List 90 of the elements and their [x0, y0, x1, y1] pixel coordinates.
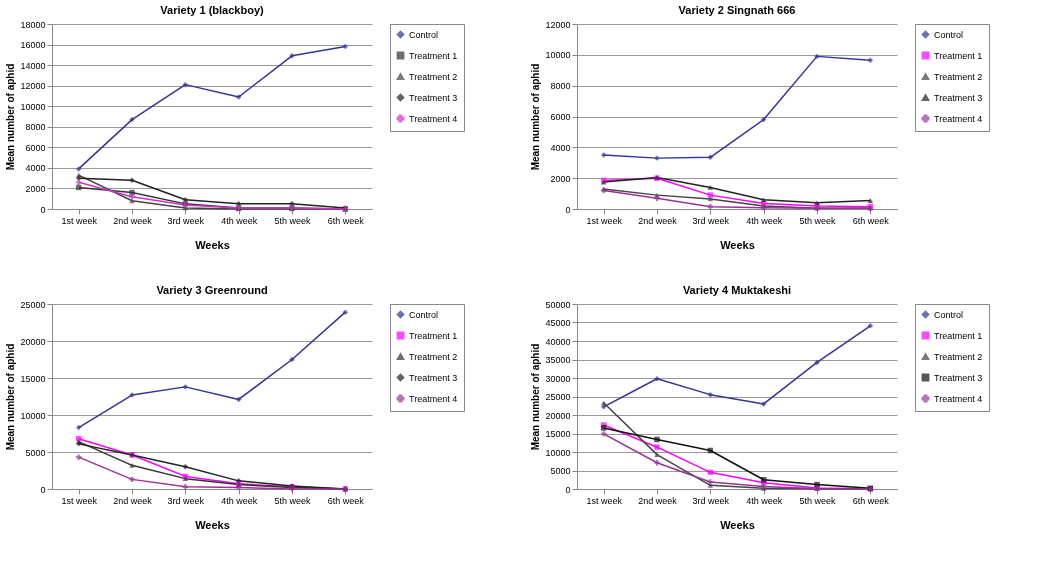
legend-label: Treatment 1 — [409, 50, 458, 61]
y-axis-title: Mean number of aphid — [530, 63, 542, 171]
chart-title: Variety 3 Greenround — [156, 284, 268, 296]
x-tick-label: 1st week — [61, 495, 98, 506]
y-tick-label: 14000 — [20, 60, 46, 71]
y-tick-label: 10000 — [545, 447, 571, 458]
legend-label: Control — [409, 309, 439, 320]
y-tick-label: 25000 — [20, 299, 46, 310]
y-axis-title: Mean number of aphid — [5, 63, 17, 171]
x-axis-title: Weeks — [720, 518, 755, 531]
x-tick-label: 6th week — [327, 215, 365, 226]
y-tick-label: 0 — [565, 204, 571, 215]
x-tick-label: 2nd week — [113, 215, 153, 226]
legend-label: Treatment 4 — [409, 393, 458, 404]
legend-label: Treatment 2 — [409, 351, 458, 362]
x-tick-label: 1st week — [586, 495, 623, 506]
y-tick-label: 40000 — [545, 336, 571, 347]
x-tick-label: 4th week — [221, 495, 258, 506]
chart-title: Variety 1 (blackboy) — [160, 4, 264, 16]
y-tick-label: 35000 — [545, 355, 571, 365]
x-axis-title: Weeks — [195, 238, 230, 251]
y-tick-label: 12000 — [20, 81, 46, 92]
x-tick-label: 3rd week — [692, 215, 730, 226]
y-tick-label: 8000 — [550, 81, 571, 92]
x-tick-label: 2nd week — [113, 495, 153, 506]
y-tick-label: 18000 — [20, 19, 46, 30]
y-tick-label: 8000 — [25, 122, 46, 133]
x-tick-label: 6th week — [852, 215, 890, 226]
legend-label: Treatment 3 — [409, 372, 458, 383]
y-tick-label: 5000 — [25, 447, 46, 458]
y-tick-label: 20000 — [545, 410, 571, 421]
y-axis-title: Mean number of aphid — [530, 343, 542, 451]
y-tick-label: 15000 — [545, 429, 571, 439]
y-tick-label: 10000 — [20, 410, 46, 421]
y-tick-label: 2000 — [25, 183, 46, 194]
chart-title: Variety 4 Muktakeshi — [682, 284, 792, 296]
x-tick-label: 6th week — [327, 495, 365, 506]
legend-label: Control — [409, 29, 439, 40]
y-tick-label: 25000 — [545, 392, 571, 402]
x-tick-label: 4th week — [221, 215, 258, 226]
x-tick-label: 3rd week — [692, 495, 730, 506]
y-tick-label: 30000 — [545, 373, 571, 384]
legend-label: Treatment 3 — [934, 92, 983, 103]
x-tick-label: 2nd week — [638, 495, 678, 506]
x-tick-label: 4th week — [746, 495, 783, 506]
legend-label: Treatment 3 — [934, 372, 983, 383]
legend-label: Treatment 2 — [934, 71, 983, 82]
legend-label: Treatment 1 — [934, 330, 983, 341]
x-tick-label: 5th week — [799, 495, 837, 506]
y-tick-label: 16000 — [20, 40, 46, 51]
y-tick-label: 50000 — [545, 299, 571, 310]
y-tick-label: 4000 — [550, 142, 571, 153]
legend-label: Treatment 2 — [934, 351, 983, 362]
y-tick-label: 20000 — [20, 336, 46, 347]
x-tick-label: 2nd week — [638, 215, 678, 226]
legend-label: Treatment 3 — [409, 92, 458, 103]
y-tick-label: 0 — [565, 484, 571, 495]
legend-label: Treatment 4 — [934, 113, 983, 124]
legend-label: Treatment 1 — [934, 50, 983, 61]
legend-label: Treatment 2 — [409, 71, 458, 82]
legend-label: Treatment 1 — [409, 330, 458, 341]
x-tick-label: 4th week — [746, 215, 783, 226]
x-tick-label: 5th week — [274, 215, 312, 226]
x-tick-label: 6th week — [852, 495, 890, 506]
y-axis-title: Mean number of aphid — [5, 343, 17, 451]
x-tick-label: 5th week — [799, 215, 837, 226]
y-tick-label: 0 — [40, 484, 46, 495]
x-tick-label: 1st week — [586, 215, 623, 226]
x-axis-title: Weeks — [195, 518, 230, 531]
x-tick-label: 5th week — [274, 495, 312, 506]
y-tick-label: 5000 — [550, 466, 571, 476]
y-tick-label: 6000 — [550, 112, 571, 122]
chart-title: Variety 2 Singnath 666 — [678, 4, 796, 16]
y-tick-label: 12000 — [545, 19, 571, 30]
y-tick-label: 10000 — [545, 50, 571, 61]
y-tick-label: 15000 — [20, 373, 46, 384]
y-tick-label: 2000 — [550, 173, 571, 184]
y-tick-label: 0 — [40, 204, 46, 215]
legend-label: Control — [934, 29, 964, 40]
x-tick-label: 1st week — [61, 215, 98, 226]
y-tick-label: 4000 — [25, 163, 46, 174]
legend-label: Treatment 4 — [409, 113, 458, 124]
legend-label: Treatment 4 — [934, 393, 983, 404]
y-tick-label: 6000 — [25, 142, 46, 153]
x-tick-label: 3rd week — [167, 215, 205, 226]
x-axis-title: Weeks — [720, 238, 755, 251]
legend-label: Control — [934, 309, 964, 320]
x-tick-label: 3rd week — [167, 495, 205, 506]
y-tick-label: 10000 — [20, 101, 46, 112]
y-tick-label: 45000 — [545, 318, 571, 328]
